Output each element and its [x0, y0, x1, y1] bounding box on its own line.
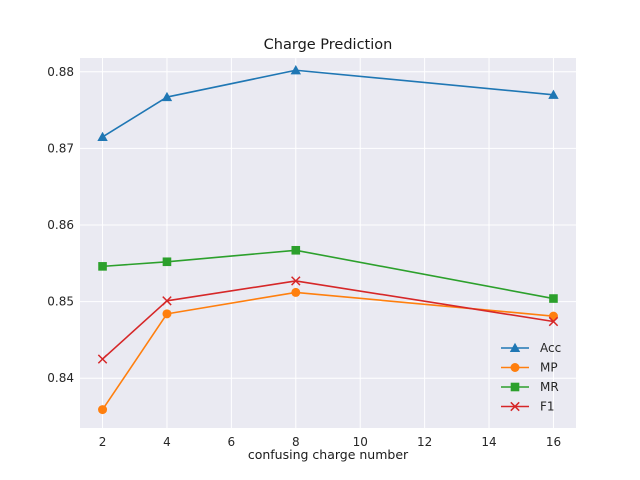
data-point-f1: [548, 316, 559, 327]
series-f1: [97, 276, 559, 364]
y-tick-label: 0.87: [47, 141, 74, 155]
data-point-mr: [291, 245, 301, 255]
x-axis-label: confusing charge number: [248, 447, 409, 462]
data-point-acc: [548, 89, 559, 99]
data-point-mr: [162, 257, 172, 267]
data-point-acc: [290, 65, 301, 75]
series-line-mp: [101, 291, 554, 411]
legend-item-acc: Acc: [501, 341, 561, 355]
x-tick-label: 10: [353, 435, 368, 449]
data-point-f1: [162, 296, 172, 306]
legend-item-f1: F1: [501, 400, 555, 414]
data-point-mp: [291, 287, 301, 297]
series-acc: [97, 65, 559, 141]
legend-label-mp: MP: [540, 361, 558, 375]
data-point-acc: [161, 91, 173, 102]
data-point-acc: [97, 131, 108, 141]
legend-marker-mr: [510, 382, 520, 392]
data-point-mp: [98, 405, 108, 415]
y-tick-labels: 0.84 0.85 0.86 0.87 0.88: [47, 65, 74, 385]
series-line-f1: [102, 280, 554, 360]
data-point-mr: [549, 294, 558, 303]
x-tick-label: 6: [228, 435, 236, 449]
x-tick-label: 8: [292, 435, 300, 449]
x-tick-label: 2: [99, 435, 107, 449]
y-tick-label: 0.88: [47, 65, 74, 79]
legend-marker-mp: [510, 363, 520, 372]
x-tick-label: 12: [417, 435, 432, 449]
series-mr: [98, 245, 558, 303]
data-point-f1: [291, 276, 301, 286]
y-tick-label: 0.84: [47, 371, 74, 385]
legend-label-f1: F1: [540, 400, 555, 414]
legend: Acc MP MR F1: [501, 341, 561, 414]
legend-marker-acc: [509, 342, 521, 353]
x-tick-label: 4: [163, 435, 171, 449]
data-point-f1: [97, 354, 108, 364]
x-tick-label: 16: [546, 435, 561, 449]
data-point-mr: [98, 262, 107, 271]
x-tick-label: 14: [481, 435, 496, 449]
legend-label-mr: MR: [540, 380, 559, 394]
chart-title: Charge Prediction: [264, 37, 393, 53]
plot-background: [80, 58, 576, 428]
y-tick-label: 0.85: [47, 295, 74, 309]
y-tick-label: 0.86: [47, 218, 74, 232]
legend-label-acc: Acc: [540, 341, 561, 355]
legend-item-mr: MR: [501, 380, 559, 394]
series-line-acc: [102, 69, 554, 138]
series-line-mr: [102, 249, 554, 300]
data-point-mp: [162, 309, 172, 319]
x-tick-labels: 2 4 6 8 10 12 14 16: [99, 435, 561, 449]
legend-marker-f1: [510, 401, 520, 412]
grid: [80, 58, 576, 428]
series-layer: [97, 65, 559, 415]
legend-item-mp: MP: [501, 361, 558, 375]
